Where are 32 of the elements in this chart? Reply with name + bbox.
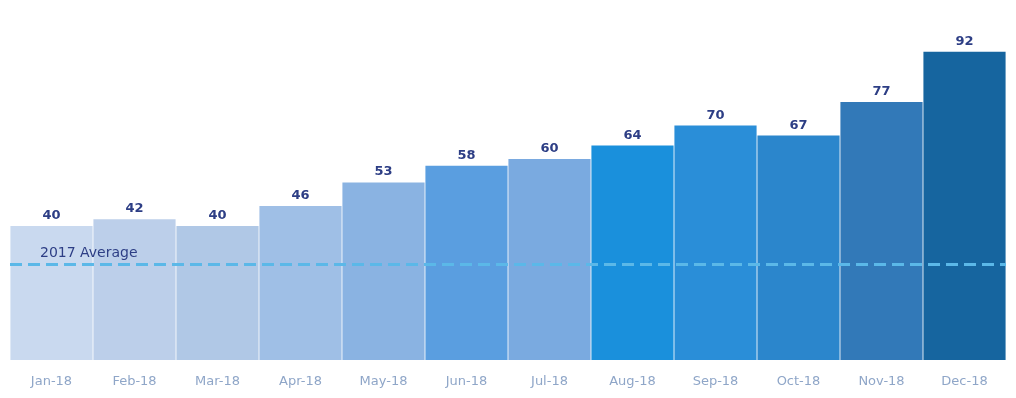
data-label: 42 bbox=[125, 200, 144, 216]
x-tick-label: Nov-18 bbox=[858, 373, 905, 388]
ref-line-label: 2017 Average bbox=[40, 243, 138, 260]
data-label: 70 bbox=[706, 106, 725, 122]
bar bbox=[508, 159, 591, 360]
x-tick-label: Aug-18 bbox=[609, 373, 656, 388]
data-label: 92 bbox=[955, 32, 974, 48]
x-tick-label: Dec-18 bbox=[941, 373, 988, 388]
x-tick-label: May-18 bbox=[359, 373, 408, 388]
x-tick-label: Mar-18 bbox=[195, 373, 240, 388]
data-label: 46 bbox=[291, 186, 310, 202]
x-tick-label: Jul-18 bbox=[530, 373, 568, 388]
bar bbox=[259, 205, 342, 360]
data-label: 53 bbox=[374, 163, 393, 179]
x-tick-label: Apr-18 bbox=[279, 373, 322, 388]
x-tick-label: Sep-18 bbox=[692, 373, 739, 388]
x-tick-label: Jan-18 bbox=[29, 373, 73, 388]
x-tick-label: Jun-18 bbox=[444, 373, 488, 388]
data-label: 67 bbox=[789, 116, 808, 132]
bar bbox=[923, 51, 1006, 360]
bar bbox=[591, 145, 674, 360]
data-label: 77 bbox=[872, 83, 891, 99]
x-tick-label: Feb-18 bbox=[112, 373, 157, 388]
data-label: 60 bbox=[540, 140, 559, 155]
data-label: 58 bbox=[457, 146, 476, 162]
bar bbox=[840, 102, 923, 360]
data-label: 40 bbox=[42, 207, 61, 222]
x-tick-label: Oct-18 bbox=[776, 373, 821, 388]
bar bbox=[425, 165, 508, 360]
data-label: 64 bbox=[623, 126, 642, 142]
bar bbox=[342, 182, 425, 360]
data-label: 40 bbox=[208, 207, 227, 222]
